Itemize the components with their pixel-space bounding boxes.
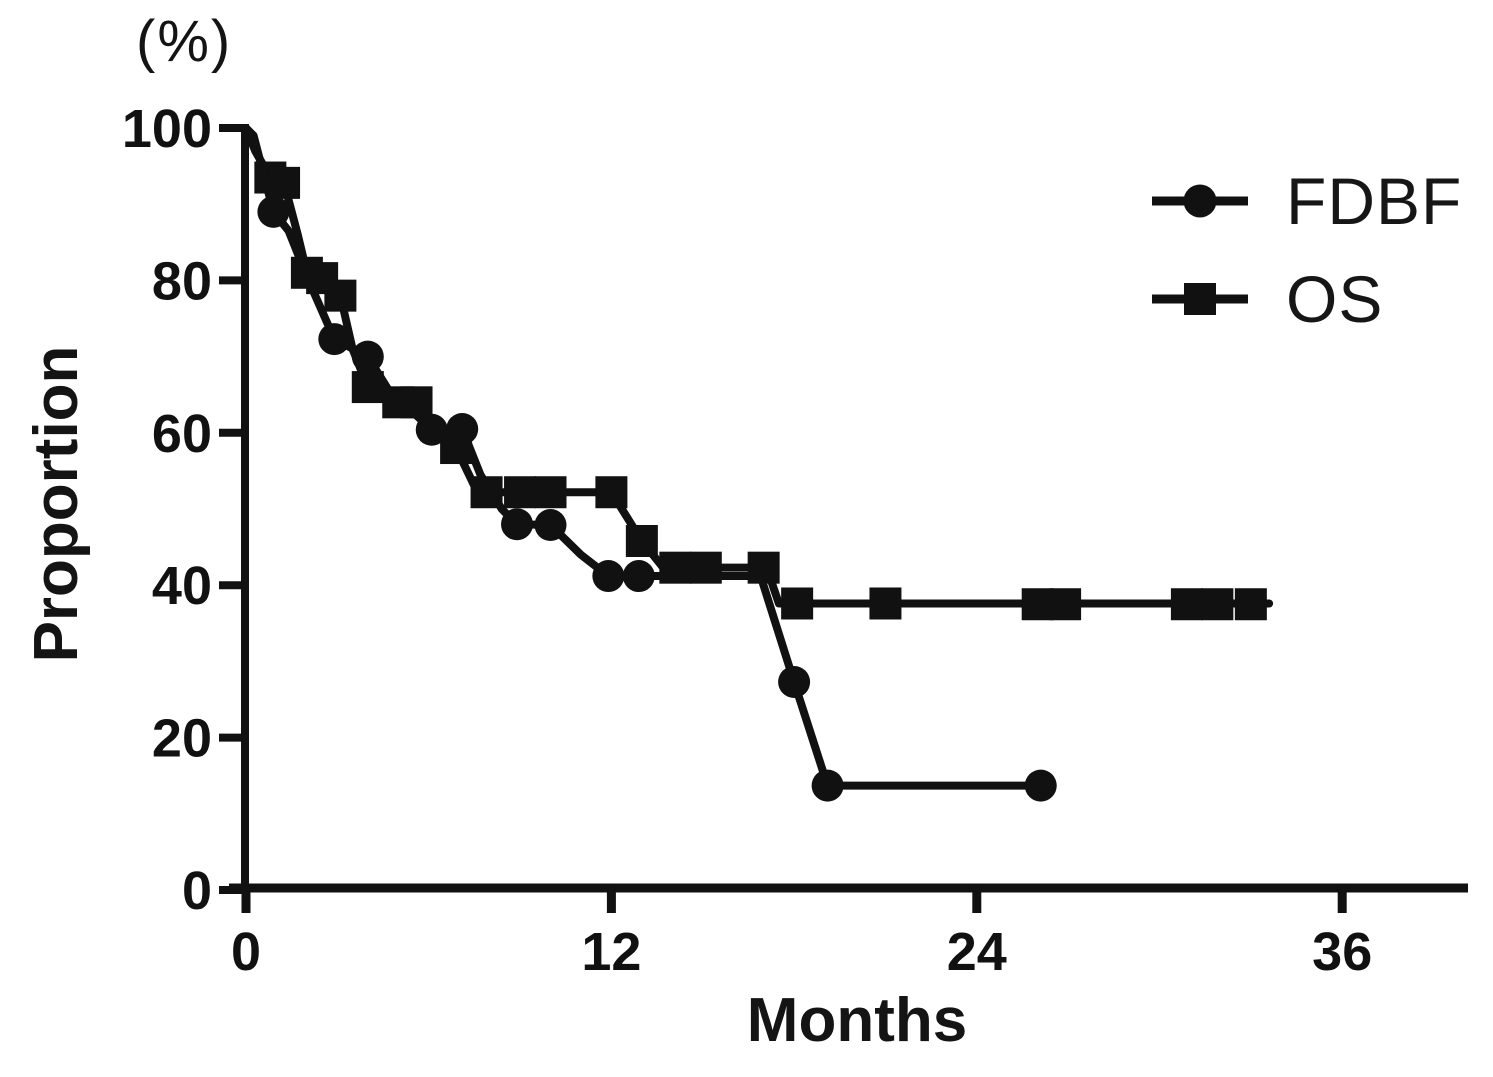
fdbf-censor-marker: [622, 560, 655, 593]
fdbf-censor-marker: [592, 560, 625, 593]
fdbf-censor-marker: [778, 665, 811, 698]
x-axis-title: Months: [746, 986, 968, 1055]
y-tick-label: 60: [152, 404, 212, 464]
fdbf-censor-marker: [257, 195, 290, 228]
legend-label-fdbf: FDBF: [1286, 164, 1463, 238]
os-square-marker-icon: [1150, 279, 1250, 319]
fdbf-line: [242, 124, 1045, 790]
fdbf-censor-marker: [415, 413, 448, 446]
y-tick-label: 40: [152, 556, 212, 616]
fdbf-circle-marker-icon: [1150, 181, 1250, 221]
series-os: [242, 124, 1274, 621]
os-censor-marker: [534, 476, 567, 509]
os-line: [242, 124, 1274, 608]
x-tick-label: 12: [581, 922, 641, 982]
y-tick-label: 100: [122, 99, 212, 159]
fdbf-censor-marker: [318, 323, 351, 356]
os-censor-marker: [1201, 588, 1234, 621]
series-fdbf: [242, 124, 1057, 802]
fdbf-censor-marker: [446, 412, 479, 445]
x-tick-label: 24: [947, 922, 1007, 982]
x-tick-label: 36: [1312, 922, 1372, 982]
legend-item-fdbf: FDBF: [1150, 158, 1462, 244]
os-censor-marker: [869, 587, 902, 620]
x-tick-label: 0: [231, 922, 261, 982]
os-censor-marker: [1021, 588, 1054, 621]
legend-item-os: OS: [1150, 256, 1462, 342]
fdbf-censor-marker: [1024, 769, 1057, 802]
os-censor-marker: [504, 476, 537, 509]
os-censor-marker: [324, 279, 357, 312]
y-tick-label: 80: [152, 251, 212, 311]
legend: FDBF OS: [1150, 158, 1462, 342]
fdbf-censor-marker: [811, 769, 844, 802]
y-axis-unit-label: (%): [136, 9, 233, 74]
fdbf-censor-marker: [534, 509, 567, 542]
os-censor-marker: [625, 525, 658, 558]
os-censor-marker: [1049, 588, 1082, 621]
fdbf-censor-marker: [501, 508, 534, 541]
y-axis-title: Proportion: [22, 345, 91, 663]
os-censor-marker: [1170, 588, 1203, 621]
fdbf-censor-marker: [351, 340, 384, 373]
legend-label-os: OS: [1286, 262, 1384, 336]
os-censor-marker: [595, 476, 628, 509]
os-censor-marker: [781, 587, 814, 620]
os-censor-marker: [268, 166, 301, 199]
y-tick-label: 20: [152, 709, 212, 769]
y-tick-label: 0: [182, 861, 212, 921]
os-censor-marker: [1234, 588, 1267, 621]
